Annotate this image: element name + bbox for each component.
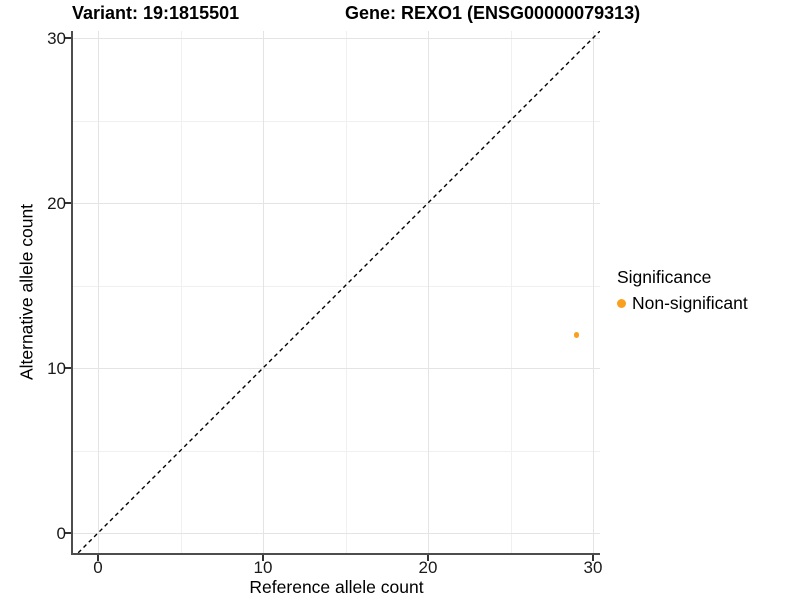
gridline-major-vertical: [428, 31, 429, 553]
legend-item: Non-significant: [617, 293, 748, 314]
gridline-major-vertical: [593, 31, 594, 553]
x-tick-label: 20: [418, 558, 438, 577]
gridline-minor-vertical: [510, 31, 512, 553]
y-tick-label: 0: [56, 523, 66, 543]
gridline-major-vertical: [98, 31, 99, 553]
gridline-major-vertical: [263, 31, 264, 553]
y-tick-mark: [65, 37, 71, 39]
x-tick-mark: [592, 555, 594, 561]
x-tick-mark: [262, 555, 264, 561]
y-tick-label: 20: [47, 193, 66, 213]
y-tick-mark: [65, 532, 71, 534]
plot-title-gene: Gene: REXO1 (ENSG00000079313): [345, 3, 641, 23]
legend-item-label: Non-significant: [632, 293, 748, 313]
legend-title: Significance: [617, 267, 712, 287]
x-tick-label: 10: [253, 558, 273, 577]
x-tick-label: 0: [93, 558, 103, 577]
gridline-major-horizontal: [73, 533, 600, 534]
identity-dashed-line: [77, 31, 600, 553]
plot-title-variant: Variant: 19:1815501: [72, 3, 240, 23]
gridline-minor-vertical: [345, 31, 347, 553]
y-axis-line: [71, 31, 73, 555]
y-tick-label: 30: [47, 28, 66, 48]
x-tick-label: 30: [583, 558, 603, 577]
gridline-major-horizontal: [73, 203, 600, 204]
data-point: [573, 332, 580, 338]
gridline-minor-vertical: [180, 31, 182, 553]
gridline-major-horizontal: [73, 368, 600, 369]
x-tick-mark: [97, 555, 99, 561]
x-axis-line: [71, 553, 600, 555]
x-tick-mark: [427, 555, 429, 561]
gridline-minor-horizontal: [73, 285, 600, 287]
y-tick-mark: [65, 202, 71, 204]
legend-key-dot: [617, 299, 626, 308]
gridline-major-horizontal: [73, 38, 600, 39]
legend: Significance Non-significant: [617, 267, 748, 314]
gridline-minor-horizontal: [73, 120, 600, 122]
x-axis-title: Reference allele count: [249, 577, 424, 597]
plot-panel: [73, 31, 600, 553]
y-tick-mark: [65, 367, 71, 369]
y-tick-label: 10: [47, 358, 66, 378]
gridline-minor-horizontal: [73, 450, 600, 452]
y-axis-title: Alternative allele count: [16, 203, 37, 381]
